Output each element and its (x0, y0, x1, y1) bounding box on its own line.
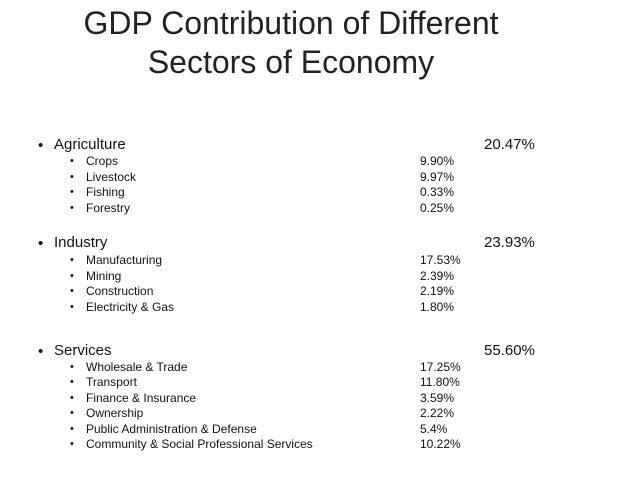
item-label: Transport (86, 375, 137, 389)
list-item: • Construction 2.19% (0, 283, 638, 299)
bullet-icon: • (70, 407, 74, 419)
item-value: 17.25% (420, 360, 461, 374)
bullet-icon: • (70, 361, 74, 373)
item-label: Fishing (86, 185, 125, 199)
section-industry: • Industry 23.93% (0, 233, 638, 253)
bullet-icon: • (70, 155, 74, 167)
section-label: Industry (54, 234, 108, 251)
item-label: Ownership (86, 406, 144, 420)
item-value: 10.22% (420, 437, 461, 451)
bullet-icon: • (70, 438, 74, 450)
item-label: Livestock (86, 170, 137, 184)
list-item: • Manufacturing 17.53% (0, 252, 638, 268)
slide-title-line-2: Sectors of Economy (147, 44, 435, 80)
item-label: Wholesale & Trade (86, 360, 188, 374)
section-agriculture: • Agriculture 20.47% (0, 135, 638, 155)
item-value: 2.19% (420, 284, 455, 298)
bullet-icon: • (70, 186, 74, 198)
bullet-icon: • (70, 254, 74, 266)
list-item: • Finance & Insurance 3.59% (0, 390, 638, 406)
list-item: • Livestock 9.97% (0, 169, 638, 185)
section-label: Services (54, 342, 112, 359)
bullet-icon: • (70, 301, 74, 313)
section-value: 55.60% (484, 342, 535, 359)
item-label: Construction (86, 284, 154, 298)
item-label: Forestry (86, 201, 131, 215)
bullet-icon: • (70, 392, 74, 404)
item-value: 9.90% (420, 154, 455, 168)
bullet-icon: • (38, 343, 44, 360)
bullet-icon: • (70, 376, 74, 388)
bullet-icon: • (70, 270, 74, 282)
slide-title: GDP Contribution of Different Sectors of… (0, 4, 582, 82)
list-item: • Community & Social Professional Servic… (0, 436, 638, 452)
item-value: 9.97% (420, 170, 455, 184)
list-item: • Fishing 0.33% (0, 184, 638, 200)
item-label: Electricity & Gas (86, 300, 175, 314)
slide-title-line-1: GDP Contribution of Different (83, 5, 499, 41)
bullet-icon: • (38, 235, 44, 252)
item-value: 2.22% (420, 406, 455, 420)
item-value: 0.33% (420, 185, 455, 199)
bullet-icon: • (38, 137, 44, 154)
item-label: Community & Social Professional Services (86, 437, 313, 451)
item-label: Finance & Insurance (86, 391, 197, 405)
bullet-icon: • (70, 171, 74, 183)
item-value: 5.4% (420, 422, 448, 436)
item-value: 11.80% (420, 375, 460, 389)
item-value: 3.59% (420, 391, 455, 405)
item-label: Mining (86, 269, 122, 283)
item-label: Crops (86, 154, 119, 168)
list-item: • Wholesale & Trade 17.25% (0, 359, 638, 375)
item-value: 0.25% (420, 201, 455, 215)
item-value: 2.39% (420, 269, 455, 283)
section-label: Agriculture (54, 136, 126, 153)
item-label: Public Administration & Defense (86, 422, 257, 436)
list-item: • Ownership 2.22% (0, 405, 638, 421)
item-value: 17.53% (420, 253, 461, 267)
item-label: Manufacturing (86, 253, 163, 267)
list-item: • Transport 11.80% (0, 374, 638, 390)
item-value: 1.80% (420, 300, 455, 314)
list-item: • Public Administration & Defense 5.4% (0, 421, 638, 437)
bullet-icon: • (70, 202, 74, 214)
bullet-icon: • (70, 423, 74, 435)
bullet-icon: • (70, 285, 74, 297)
list-item: • Mining 2.39% (0, 268, 638, 284)
list-item: • Crops 9.90% (0, 153, 638, 169)
list-item: • Electricity & Gas 1.80% (0, 299, 638, 315)
list-item: • Forestry 0.25% (0, 200, 638, 216)
section-services: • Services 55.60% (0, 341, 638, 361)
section-value: 23.93% (484, 234, 535, 251)
section-value: 20.47% (484, 136, 535, 153)
